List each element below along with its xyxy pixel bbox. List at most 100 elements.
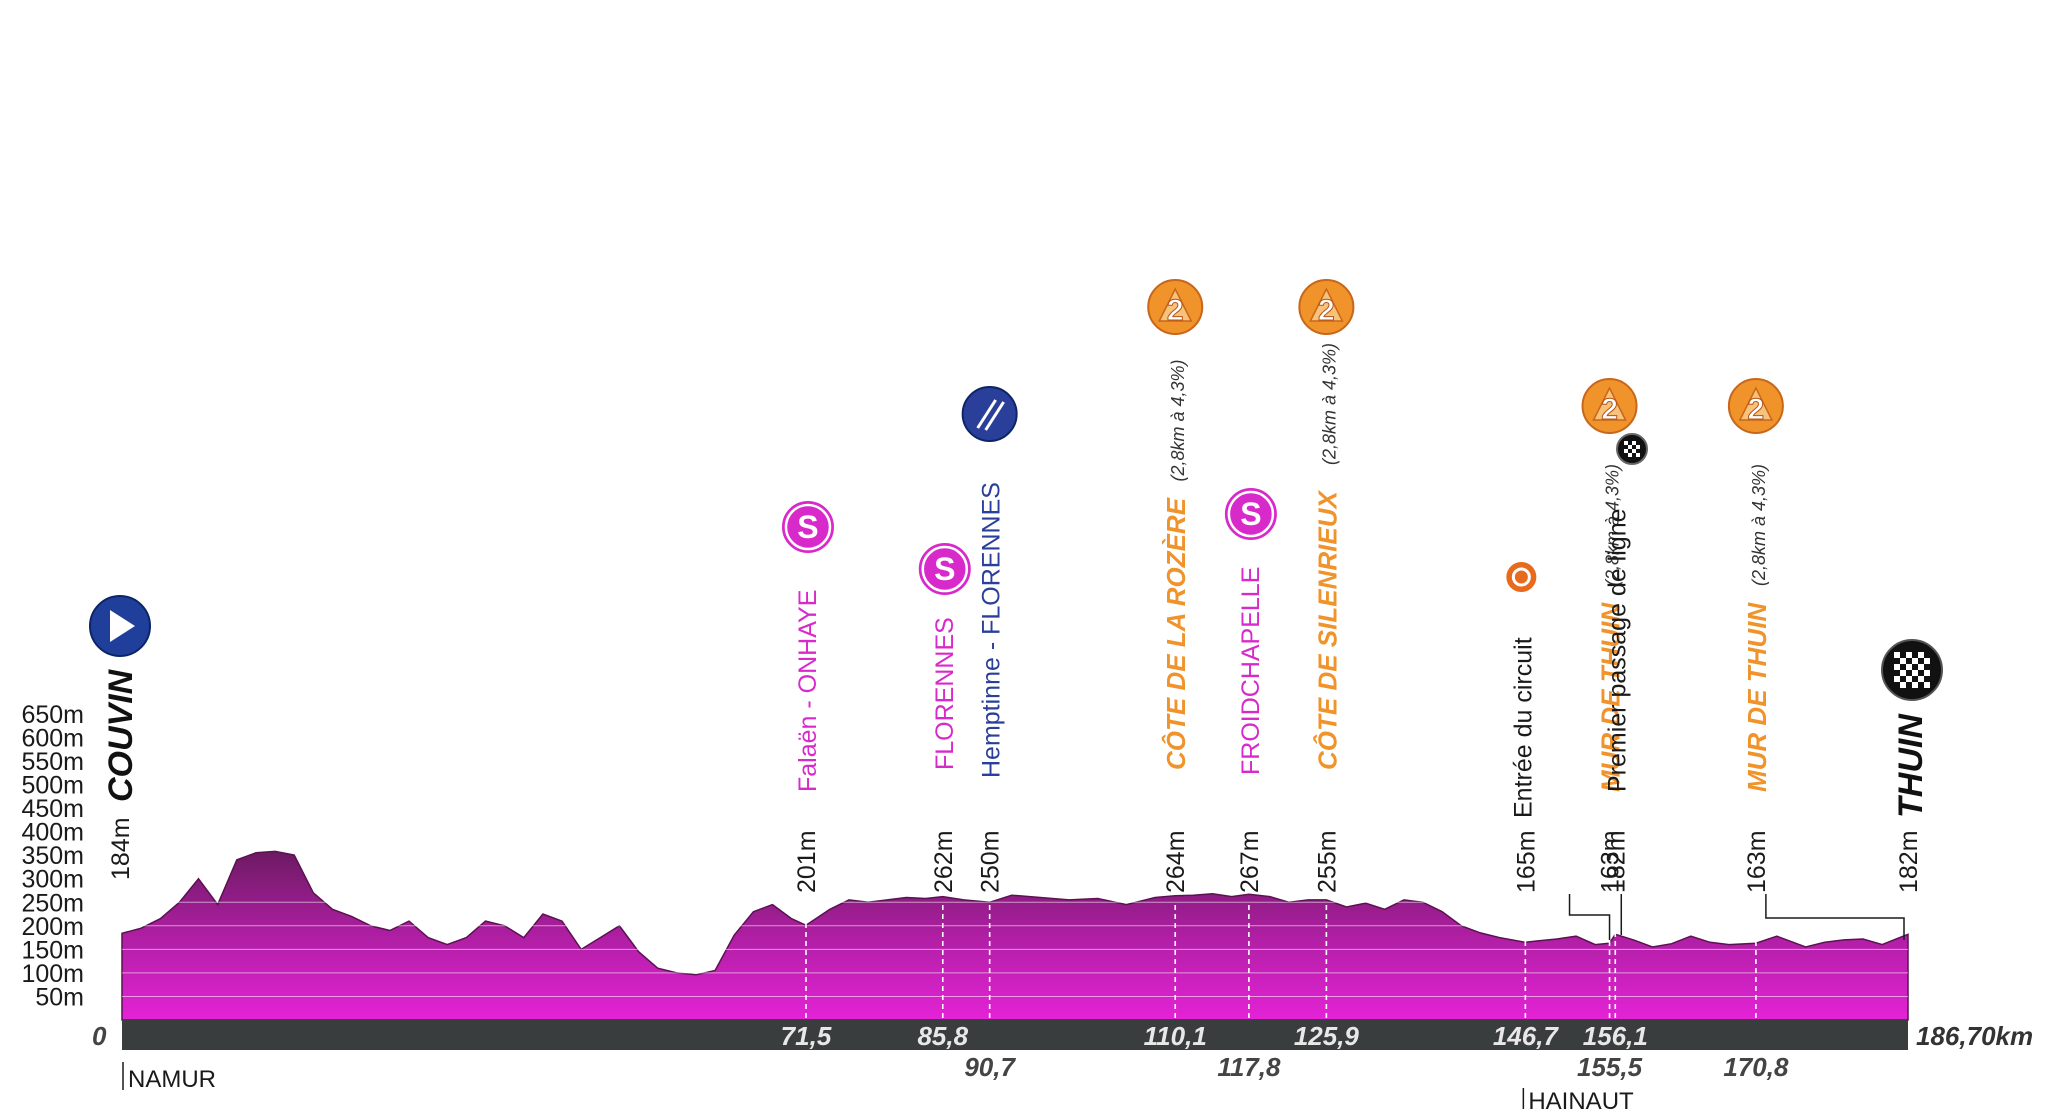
y-tick-label: 50m xyxy=(35,983,84,1011)
km-marker-label: 117,8 xyxy=(1217,1052,1281,1082)
climb-detail-label: (2,8km à 4,3%) xyxy=(1603,464,1623,586)
checker-square xyxy=(1906,676,1912,682)
y-tick-label: 600m xyxy=(21,724,84,752)
sprint-icon xyxy=(916,541,973,597)
y-tick-label: 300m xyxy=(21,866,84,894)
profile-area xyxy=(121,850,1909,1021)
checker-square xyxy=(1900,658,1906,664)
altitude-label: 201m xyxy=(793,830,821,893)
circuit-icon xyxy=(1504,560,1539,594)
flag-checker-square xyxy=(1636,445,1640,449)
climb-label: CÔTE DE SILENRIEUX xyxy=(1312,490,1342,770)
checker-square xyxy=(1900,670,1906,676)
flag-checker-square xyxy=(1632,449,1636,453)
climb-detail-label: (2,8km à 4,3%) xyxy=(1749,464,1769,586)
km-marker-label: 146,7 xyxy=(1493,1021,1560,1051)
km-marker-label: 110,1 xyxy=(1144,1021,1207,1051)
sprint-icon-letter: S xyxy=(1240,496,1261,532)
climb-category-number: 2 xyxy=(1601,393,1618,426)
km-end-label: 186,70km xyxy=(1916,1021,2033,1051)
km-marker-label: 155,5 xyxy=(1577,1052,1643,1082)
start-arrow xyxy=(110,610,135,642)
sprint-label: Falaën - ONHAYE xyxy=(794,590,822,792)
altitude-label: 250m xyxy=(977,830,1005,893)
sprint-ring xyxy=(921,545,969,593)
km-start-label: 0 xyxy=(92,1021,107,1051)
sprint-icon-letter: S xyxy=(797,509,818,545)
checker-square xyxy=(1912,658,1918,664)
region-label: HAINAUT xyxy=(1528,1088,1634,1109)
checker-square xyxy=(1924,670,1930,676)
flag-checker-square xyxy=(1624,449,1628,453)
altitude-label: 264m xyxy=(1162,830,1190,893)
km-base-bar xyxy=(122,1020,1908,1050)
mur-thuin-bracket xyxy=(1568,894,1611,940)
y-tick-label: 450m xyxy=(21,795,84,823)
flag-checker-square xyxy=(1628,453,1632,457)
y-tick-label: 200m xyxy=(21,913,84,941)
sprint-ring xyxy=(784,503,832,551)
altitude-label: 163m xyxy=(1597,830,1625,893)
checker-square xyxy=(1918,664,1924,670)
checker-square xyxy=(1918,676,1924,682)
climb-mountain xyxy=(1738,386,1774,421)
y-tick-label: 350m xyxy=(21,842,84,870)
y-tick-label: 550m xyxy=(21,748,84,776)
flag-checker-square xyxy=(1636,453,1640,457)
climb-category-number: 2 xyxy=(1167,294,1184,327)
sprint-icon-letter: S xyxy=(934,551,955,587)
climb-label: MUR DE THUIN xyxy=(1742,602,1772,792)
sprint-icon xyxy=(1222,486,1279,542)
checker-square xyxy=(1894,652,1900,658)
feed-fork-line xyxy=(976,399,997,429)
km-marker-label: 85,8 xyxy=(917,1021,968,1051)
y-tick-label: 250m xyxy=(21,889,84,917)
flag-checker-square xyxy=(1632,441,1636,445)
y-tick-label: 150m xyxy=(21,936,84,964)
km-marker-label: 125,9 xyxy=(1294,1021,1360,1051)
sprint-label: FLORENNES xyxy=(931,617,959,770)
sprint-ring xyxy=(1227,490,1275,538)
circuit-loop xyxy=(1511,567,1531,587)
altitude-label: 165m xyxy=(1512,830,1540,893)
feed-zone-label: Hemptinne - FLORENNES xyxy=(978,482,1006,778)
checker-square xyxy=(1906,664,1912,670)
climb-mountain xyxy=(1158,287,1193,322)
climb-category-number: 2 xyxy=(1748,393,1765,426)
checker-square xyxy=(1906,652,1912,658)
start-town-label: COUVIN xyxy=(102,668,140,802)
checker-square xyxy=(1924,658,1930,664)
climb-label: CÔTE DE LA ROZÈRE xyxy=(1161,497,1191,770)
flag-checker-square xyxy=(1624,441,1628,445)
checker-square xyxy=(1900,682,1906,688)
checker-square xyxy=(1924,682,1930,688)
feed-zone-icon xyxy=(961,386,1018,442)
km-marker-label: 170,8 xyxy=(1723,1052,1789,1082)
finish-bracket xyxy=(1765,894,1905,940)
feed-knife-line xyxy=(984,401,1005,431)
sprint-label: FROIDCHAPELLE xyxy=(1237,567,1265,775)
altitude-label: 255m xyxy=(1313,830,1341,893)
premier-passage-label: Premier passage de ligne xyxy=(1603,509,1631,793)
finish-town-label: THUIN xyxy=(1892,713,1930,818)
climb-mountain xyxy=(1309,287,1344,322)
checker-square xyxy=(1918,652,1924,658)
y-tick-label: 400m xyxy=(21,819,84,847)
climb-mountain xyxy=(1592,386,1627,421)
climb-detail-label: (2,8km à 4,3%) xyxy=(1168,359,1188,481)
region-label: NAMUR xyxy=(128,1066,216,1093)
altitude-label: 267m xyxy=(1236,830,1264,893)
checker-square xyxy=(1894,664,1900,670)
km-marker-label: 71,5 xyxy=(781,1021,832,1051)
climb-label: MUR DE THUIN xyxy=(1596,602,1626,792)
altitude-label: 262m xyxy=(930,830,958,893)
checker-square xyxy=(1894,676,1900,682)
altitude-label: 182m xyxy=(1895,830,1923,893)
km-marker-label: 156,1 xyxy=(1583,1021,1648,1051)
checker-square xyxy=(1912,670,1918,676)
y-tick-label: 500m xyxy=(21,772,84,800)
flag-checker-square xyxy=(1628,445,1632,449)
altitude-label: 182m xyxy=(1602,830,1630,893)
